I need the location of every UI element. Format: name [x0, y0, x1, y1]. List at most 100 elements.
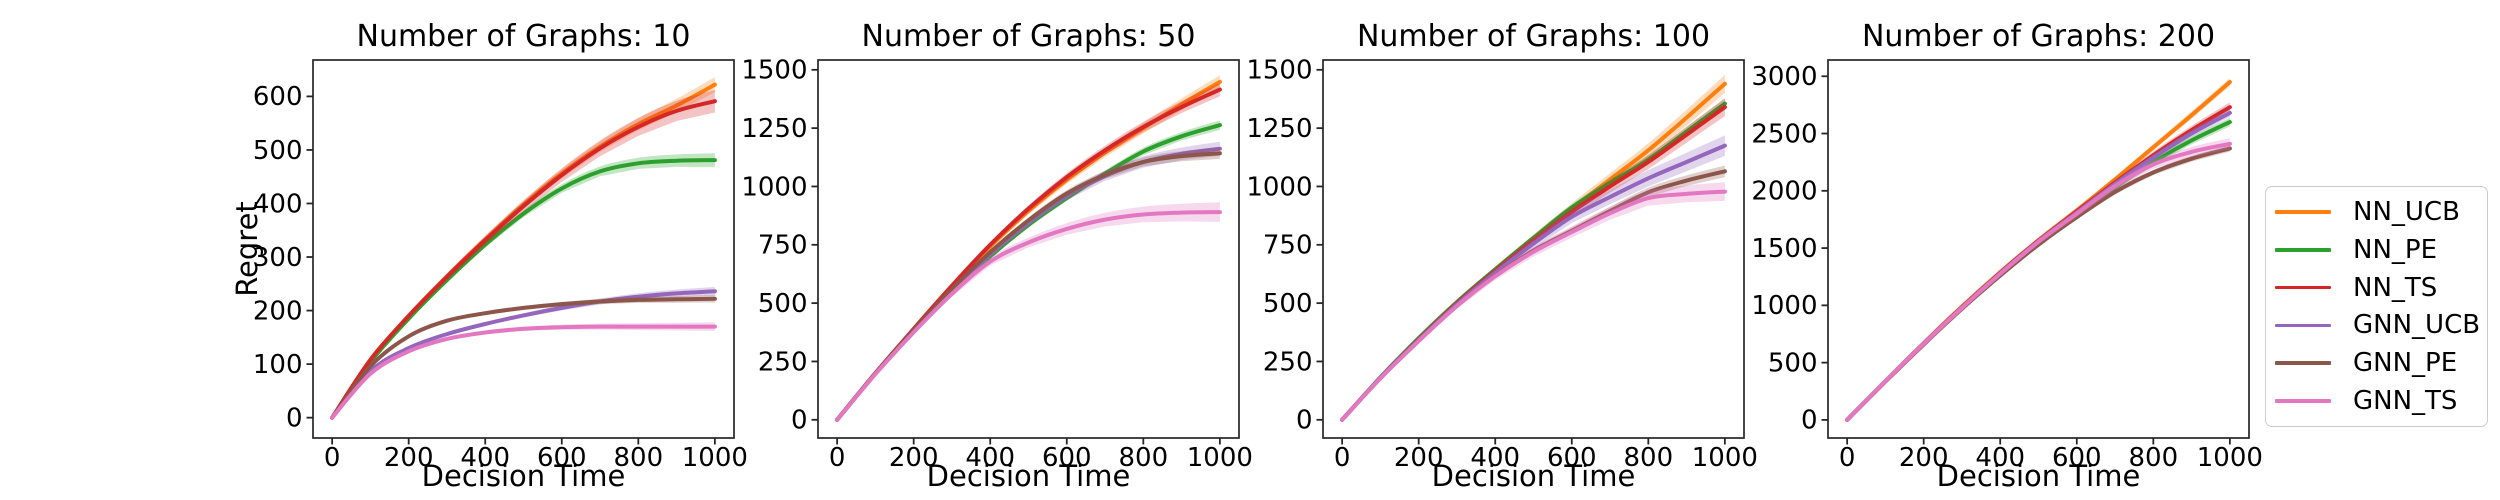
x-tick-label: 600	[2052, 443, 2102, 473]
legend: NN_UCB NN_PE NN_TS GNN_UCB GNN_PE GNN_TS	[2265, 186, 2488, 427]
x-tick-label: 600	[1547, 443, 1597, 473]
series-line-GNN_TS	[330, 324, 717, 420]
y-tick-label: 1500	[1246, 56, 1312, 86]
x-tick-label: 800	[1118, 443, 1168, 473]
x-tick-label: 0	[1334, 443, 1351, 473]
x-tick-label: 200	[889, 443, 939, 473]
x-axis-label-4: Decision Time	[1936, 459, 2141, 493]
legend-item: NN_UCB	[2266, 197, 2487, 227]
plot-spines	[1827, 59, 2250, 439]
x-tick-label: 0	[324, 443, 341, 473]
y-tick-label: 1000	[1246, 172, 1312, 202]
plot-spines	[312, 59, 735, 439]
plot-title-graphs-100: Number of Graphs: 100	[1356, 19, 1711, 54]
legend-item: NN_PE	[2266, 235, 2487, 265]
series-line-GNN_TS	[835, 210, 1222, 422]
series-band-GNN_PE	[837, 147, 1220, 420]
series-band-NN_PE	[837, 120, 1220, 420]
plot-title-graphs-10: Number of Graphs: 10	[356, 19, 691, 54]
series-band-GNN_PE	[1847, 145, 2230, 420]
x-tick-label: 0	[1839, 443, 1856, 473]
series-line-GNN_PE	[1340, 169, 1727, 422]
y-tick-label: 300	[253, 243, 303, 273]
y-tick-label: 1500	[741, 56, 807, 86]
series-line-GNN_PE	[835, 151, 1222, 422]
series-band-NN_PE	[332, 153, 715, 418]
plot-spines	[1322, 59, 1745, 439]
series-band-GNN_UCB	[837, 141, 1220, 420]
x-tick-label: 400	[1470, 443, 1520, 473]
x-tick-label: 200	[1899, 443, 1949, 473]
series-band-NN_UCB	[837, 75, 1220, 420]
x-tick-label: 1000	[1187, 443, 1253, 473]
y-tick-label: 2000	[1751, 177, 1817, 207]
x-tick-label: 800	[2128, 443, 2178, 473]
y-tick-label: 250	[758, 347, 808, 377]
y-tick-label: 400	[253, 189, 303, 219]
x-tick-label: 200	[384, 443, 434, 473]
series-line-GNN_UCB	[835, 146, 1222, 422]
y-tick-label: 0	[1801, 406, 1818, 436]
legend-item: GNN_PE	[2266, 348, 2487, 378]
series-line-NN_UCB	[330, 82, 717, 420]
x-tick-label: 1000	[2197, 443, 2263, 473]
series-line-NN_UCB	[1845, 80, 2232, 422]
x-tick-label: 400	[1975, 443, 2025, 473]
x-axis-label-1: Decision Time	[421, 459, 626, 493]
x-tick-label: 600	[537, 443, 587, 473]
y-tick-label: 0	[791, 406, 808, 436]
legend-item: GNN_TS	[2266, 386, 2487, 416]
series-band-GNN_UCB	[1342, 135, 1725, 420]
series-band-NN_UCB	[1342, 74, 1725, 420]
y-tick-label: 500	[1263, 289, 1313, 319]
y-tick-label: 750	[1263, 231, 1313, 261]
x-tick-label: 400	[965, 443, 1015, 473]
series-band-NN_TS	[332, 90, 715, 418]
legend-line-gnn-ucb-icon	[2275, 323, 2331, 328]
y-tick-label: 500	[253, 136, 303, 166]
series-line-GNN_TS	[1340, 189, 1727, 422]
y-tick-label: 1000	[741, 172, 807, 202]
x-tick-label: 200	[1394, 443, 1444, 473]
series-band-GNN_TS	[1342, 182, 1725, 420]
y-tick-label: 500	[1768, 348, 1818, 378]
y-tick-label: 250	[1263, 347, 1313, 377]
y-tick-label: 1500	[1751, 234, 1817, 264]
x-axis-label-3: Decision Time	[1431, 459, 1636, 493]
series-line-GNN_TS	[1845, 141, 2232, 422]
y-tick-label: 100	[253, 350, 303, 380]
plot-spines	[817, 59, 1240, 439]
legend-label: NN_TS	[2353, 272, 2438, 303]
series-band-GNN_TS	[1847, 138, 2230, 420]
x-tick-label: 600	[1042, 443, 1092, 473]
legend-line-nn-ts-icon	[2275, 285, 2331, 290]
series-line-NN_TS	[835, 87, 1222, 422]
x-tick-label: 800	[1623, 443, 1673, 473]
series-line-NN_TS	[330, 99, 717, 420]
x-tick-label: 400	[460, 443, 510, 473]
y-tick-label: 1250	[1246, 114, 1312, 144]
legend-label: GNN_UCB	[2353, 310, 2481, 341]
legend-item: NN_TS	[2266, 273, 2487, 303]
y-tick-label: 1000	[1751, 291, 1817, 321]
y-tick-label: 750	[758, 231, 808, 261]
y-tick-label: 600	[253, 82, 303, 112]
series-line-NN_UCB	[835, 79, 1222, 422]
y-axis-label: Regret	[230, 201, 264, 297]
x-axis-label-2: Decision Time	[926, 459, 1131, 493]
y-tick-label: 0	[286, 403, 303, 433]
legend-line-gnn-ts-icon	[2275, 399, 2331, 403]
x-tick-label: 800	[613, 443, 663, 473]
legend-line-nn-pe-icon	[2275, 247, 2331, 252]
legend-label: NN_UCB	[2353, 196, 2460, 227]
legend-line-nn-ucb-icon	[2275, 210, 2331, 214]
series-line-GNN_PE	[330, 296, 717, 420]
legend-item: GNN_UCB	[2266, 310, 2487, 340]
plot-title-graphs-50: Number of Graphs: 50	[861, 19, 1196, 54]
y-tick-label: 2500	[1751, 119, 1817, 149]
series-line-NN_PE	[330, 158, 717, 420]
series-band-NN_TS	[837, 83, 1220, 420]
series-line-NN_PE	[835, 123, 1222, 422]
